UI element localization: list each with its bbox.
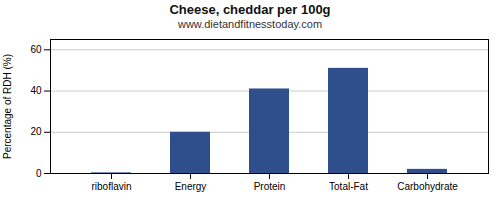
svg-text:Protein: Protein [254,181,286,192]
svg-text:Energy: Energy [175,181,207,192]
svg-text:Percentage of RDH (%): Percentage of RDH (%) [2,54,13,159]
svg-text:20: 20 [30,126,42,137]
html-text:www.dietandfitnesstoday.com: www.dietandfitnesstoday.com [178,18,322,30]
svg-text:40: 40 [30,85,42,96]
svg-text:Total-Fat: Total-Fat [329,181,368,192]
svg-text:Carbohydrate: Carbohydrate [397,181,458,192]
html-text:Cheese, cheddar per 100g: Cheese, cheddar per 100g [169,2,331,17]
svg-text:riboflavin: riboflavin [91,181,131,192]
svg-text:60: 60 [30,44,42,55]
svg-text:0: 0 [36,168,42,179]
